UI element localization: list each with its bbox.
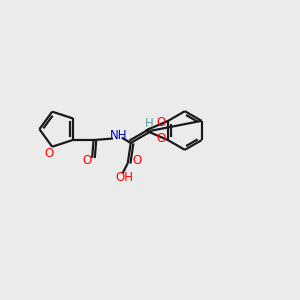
Text: O: O <box>133 154 142 167</box>
Text: OH: OH <box>116 171 134 184</box>
Text: O: O <box>156 132 165 145</box>
Text: O: O <box>44 147 53 160</box>
Text: O: O <box>82 154 92 167</box>
Text: O: O <box>156 116 165 129</box>
Text: H: H <box>145 117 154 130</box>
Text: NH: NH <box>110 129 127 142</box>
